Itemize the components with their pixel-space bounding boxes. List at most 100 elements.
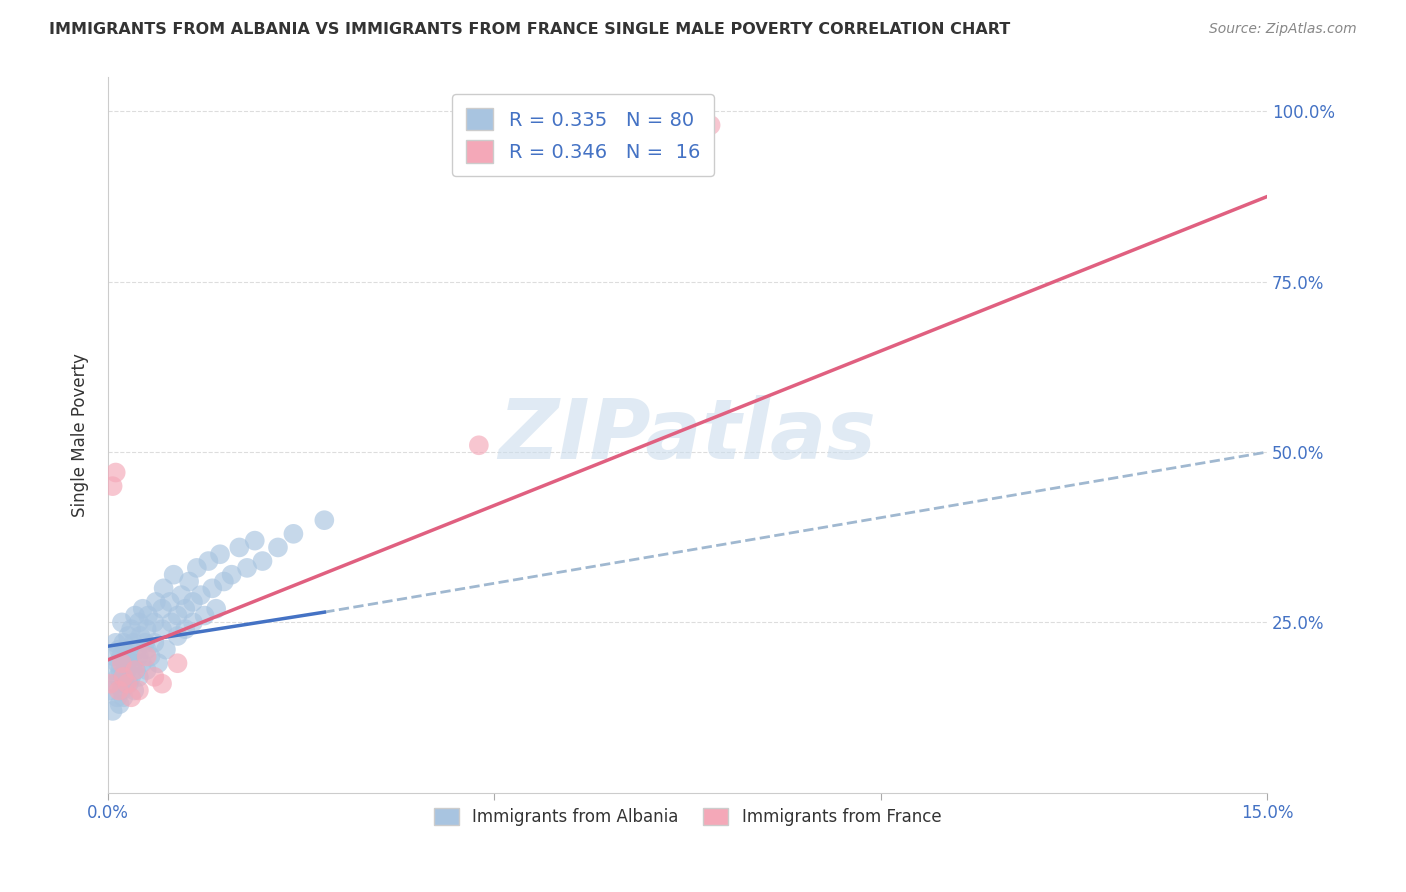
Text: IMMIGRANTS FROM ALBANIA VS IMMIGRANTS FROM FRANCE SINGLE MALE POVERTY CORRELATIO: IMMIGRANTS FROM ALBANIA VS IMMIGRANTS FR…	[49, 22, 1011, 37]
Point	[135, 663, 157, 677]
Point	[127, 642, 149, 657]
Point	[111, 615, 134, 630]
Point	[128, 683, 150, 698]
Point	[107, 670, 129, 684]
Point	[143, 615, 166, 630]
Point	[101, 663, 124, 677]
Point	[117, 663, 139, 677]
Point	[103, 649, 125, 664]
Point	[243, 533, 266, 548]
Point	[128, 615, 150, 630]
Point	[120, 622, 142, 636]
Point	[179, 574, 201, 589]
Point	[117, 629, 139, 643]
Point	[181, 615, 204, 630]
Point	[236, 561, 259, 575]
Point	[139, 649, 162, 664]
Point	[166, 608, 188, 623]
Point	[152, 582, 174, 596]
Point	[108, 697, 131, 711]
Legend: Immigrants from Albania, Immigrants from France: Immigrants from Albania, Immigrants from…	[425, 799, 949, 834]
Point	[212, 574, 235, 589]
Point	[112, 690, 135, 705]
Point	[129, 629, 152, 643]
Point	[252, 554, 274, 568]
Point	[136, 608, 159, 623]
Point	[163, 567, 186, 582]
Point	[181, 595, 204, 609]
Point	[468, 438, 491, 452]
Point	[112, 670, 135, 684]
Point	[98, 683, 121, 698]
Point	[159, 595, 181, 609]
Point	[111, 683, 134, 698]
Y-axis label: Single Male Poverty: Single Male Poverty	[72, 353, 89, 517]
Point	[110, 649, 132, 664]
Point	[121, 657, 143, 671]
Point	[150, 622, 173, 636]
Point	[148, 657, 170, 671]
Point	[125, 663, 148, 677]
Point	[104, 466, 127, 480]
Point	[132, 601, 155, 615]
Point	[160, 615, 183, 630]
Point	[104, 636, 127, 650]
Point	[104, 676, 127, 690]
Text: Source: ZipAtlas.com: Source: ZipAtlas.com	[1209, 22, 1357, 37]
Point	[118, 676, 141, 690]
Point	[101, 479, 124, 493]
Point	[190, 588, 212, 602]
Point	[170, 588, 193, 602]
Point	[118, 649, 141, 664]
Point	[122, 683, 145, 698]
Point	[135, 622, 157, 636]
Point	[208, 547, 231, 561]
Point	[105, 690, 128, 705]
Point	[98, 676, 121, 690]
Point	[193, 608, 215, 623]
Point	[201, 582, 224, 596]
Point	[135, 649, 157, 664]
Point	[124, 663, 146, 677]
Point	[197, 554, 219, 568]
Point	[174, 622, 197, 636]
Point	[101, 704, 124, 718]
Point	[120, 690, 142, 705]
Point	[166, 657, 188, 671]
Point	[134, 636, 156, 650]
Point	[107, 642, 129, 657]
Point	[150, 676, 173, 690]
Point	[110, 663, 132, 677]
Point	[699, 118, 721, 132]
Point	[143, 636, 166, 650]
Point	[221, 567, 243, 582]
Point	[122, 636, 145, 650]
Point	[135, 642, 157, 657]
Point	[114, 657, 136, 671]
Point	[186, 561, 208, 575]
Point	[128, 670, 150, 684]
Point	[115, 642, 138, 657]
Point	[107, 683, 129, 698]
Point	[205, 601, 228, 615]
Point	[111, 657, 134, 671]
Point	[112, 636, 135, 650]
Point	[174, 601, 197, 615]
Point	[314, 513, 336, 527]
Point	[155, 642, 177, 657]
Point	[114, 676, 136, 690]
Point	[228, 541, 250, 555]
Point	[131, 657, 153, 671]
Point	[124, 608, 146, 623]
Point	[145, 595, 167, 609]
Point	[105, 657, 128, 671]
Point	[150, 601, 173, 615]
Point	[267, 541, 290, 555]
Point	[143, 670, 166, 684]
Text: ZIPatlas: ZIPatlas	[499, 394, 876, 475]
Point	[166, 629, 188, 643]
Point	[112, 670, 135, 684]
Point	[120, 670, 142, 684]
Point	[283, 526, 305, 541]
Point	[117, 676, 139, 690]
